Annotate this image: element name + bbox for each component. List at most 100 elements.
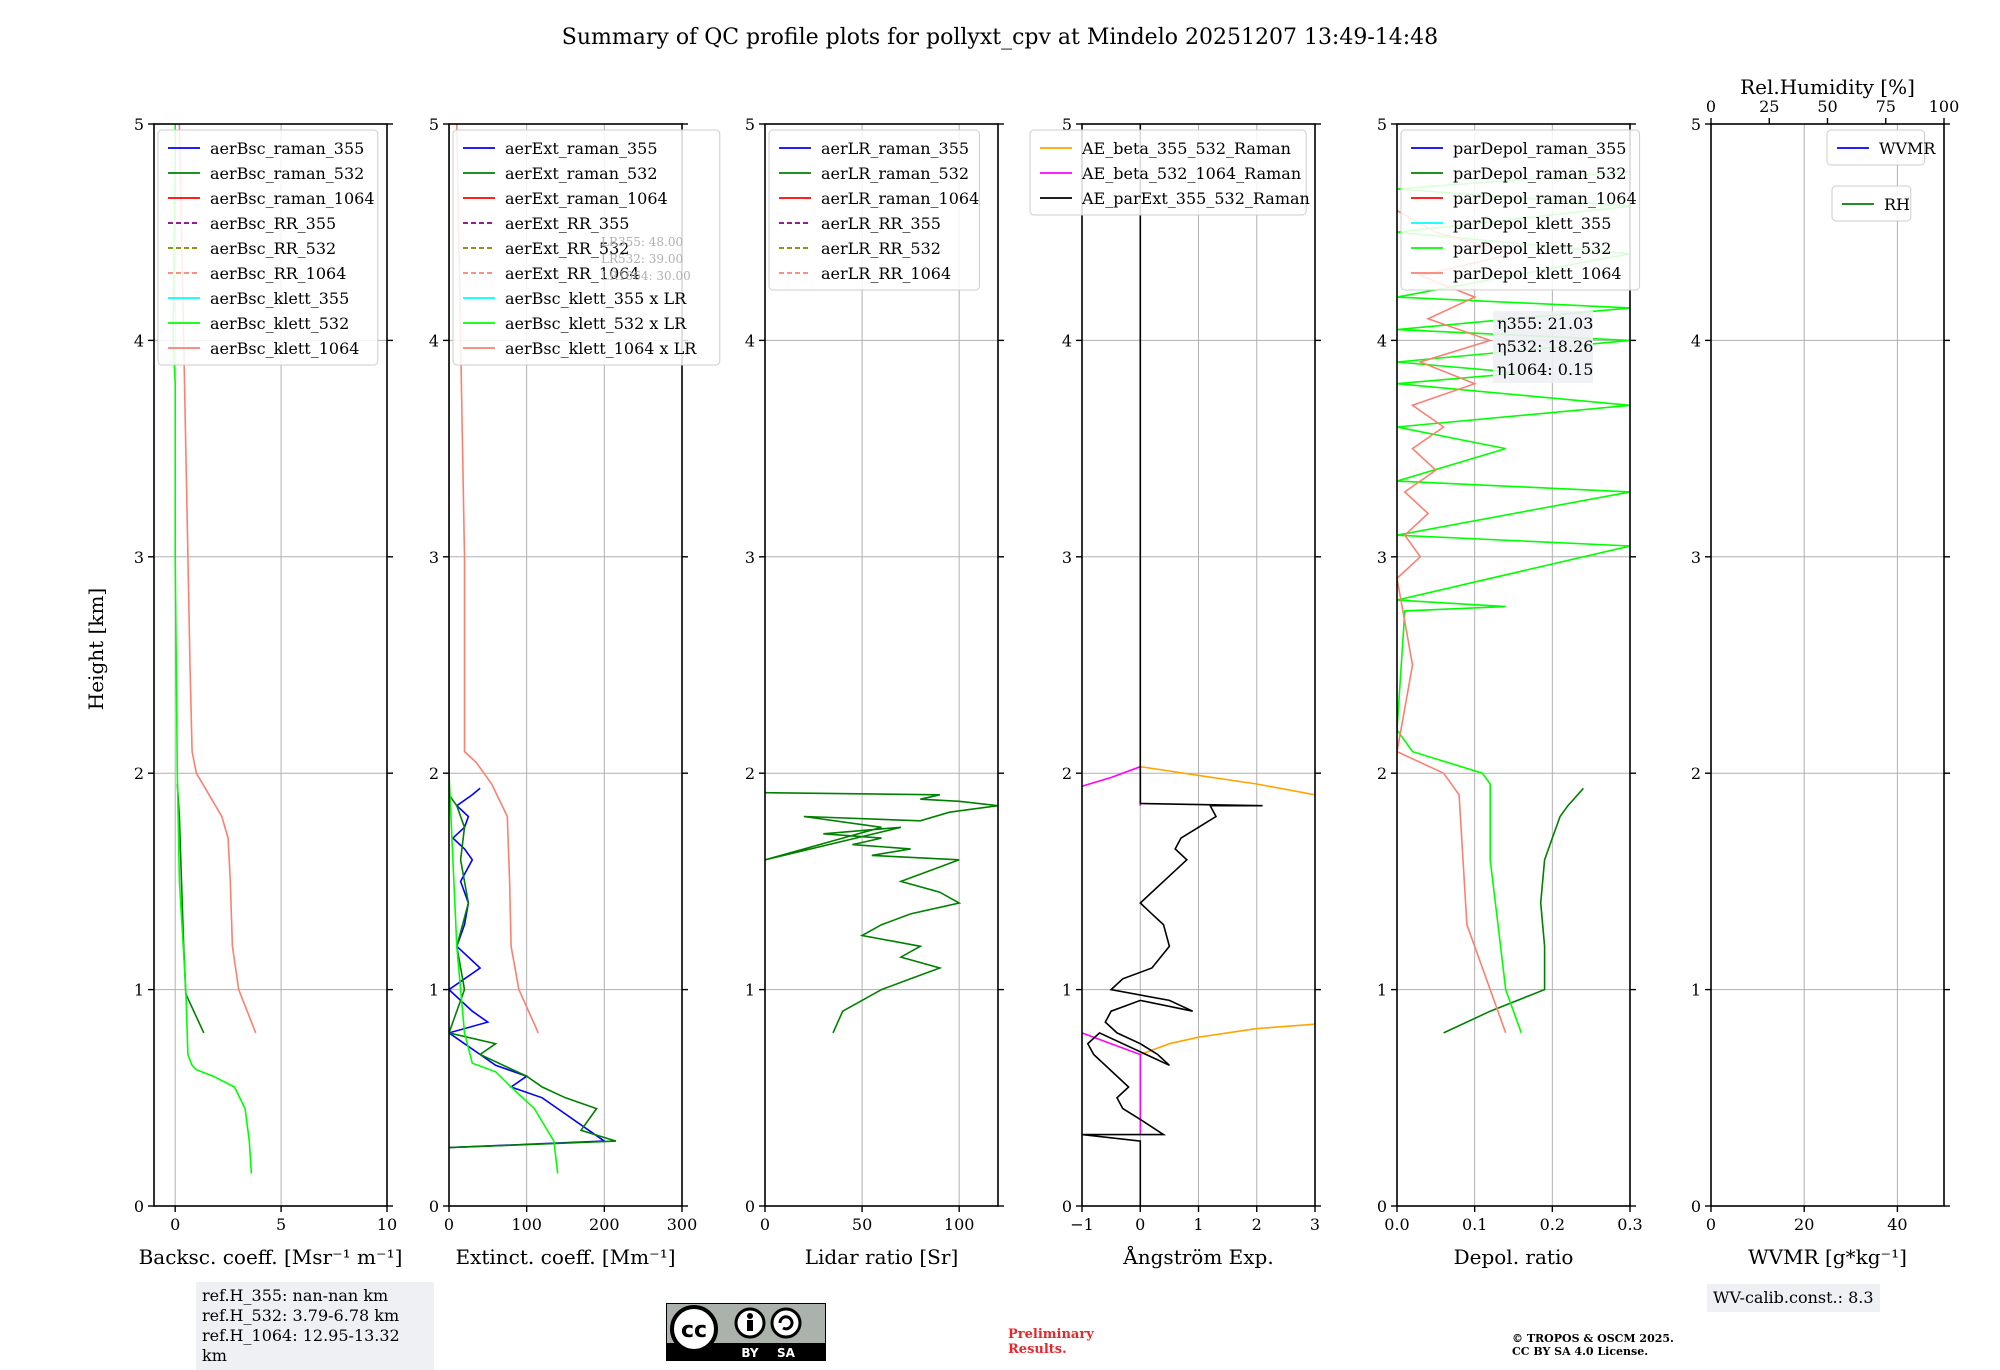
y-tick-label: 1 — [1062, 981, 1072, 1000]
legend: WVMR — [1826, 129, 1936, 166]
x-tick-label: 300 — [667, 1215, 698, 1234]
copyright-note: © TROPOS & OSCM 2025. CC BY SA 4.0 Licen… — [1512, 1332, 1674, 1358]
top-x-tick-label: 0 — [1706, 97, 1716, 116]
by-label: BY — [741, 1346, 758, 1360]
y-tick-label: 5 — [1377, 115, 1387, 134]
series-line-ae-beta-532-1064-raman — [1082, 765, 1142, 806]
x-tick-label: 40 — [1887, 1215, 1907, 1234]
y-tick-label: 3 — [429, 548, 439, 567]
legend-label: aerExt_RR_355 — [505, 214, 629, 233]
ref-height-1064: ref.H_1064: 12.95-13.32 km — [202, 1326, 400, 1365]
legend-label: aerBsc_raman_1064 — [210, 189, 375, 208]
y-tick-label: 3 — [1377, 548, 1387, 567]
legend-frame — [157, 129, 379, 366]
x-tick-label: 0.3 — [1617, 1215, 1642, 1234]
x-tick-label: 0.1 — [1462, 1215, 1487, 1234]
y-tick-label: 4 — [1691, 331, 1701, 350]
legend-label: aerLR_raman_532 — [821, 164, 969, 183]
series-line-aerbsc-raman-532 — [176, 783, 205, 1034]
y-tick-label: 1 — [1691, 981, 1701, 1000]
figure-title: Summary of QC profile plots for pollyxt_… — [562, 25, 1438, 50]
y-tick-label: 4 — [1062, 331, 1072, 350]
x-tick-label: 20 — [1794, 1215, 1814, 1234]
cc-label: cc — [681, 1318, 707, 1343]
preliminary-note: Preliminary Results. — [1008, 1327, 1094, 1357]
legend-label: aerLR_RR_532 — [821, 239, 941, 258]
legend: AE_beta_355_532_Raman AE_beta_532_1064_Ra… — [1029, 129, 1310, 216]
x-tick-label: 0 — [170, 1215, 180, 1234]
legend-label: aerExt_raman_532 — [505, 164, 658, 183]
legend-frame — [1400, 129, 1641, 291]
series-line-pardepol-klett-1064 — [1397, 209, 1514, 1034]
series-line-ae-beta-355-532-raman — [1140, 765, 1315, 796]
y-tick-label: 2 — [429, 764, 439, 783]
legend-label: aerExt_RR_1064 — [505, 264, 640, 283]
x-axis-label: WVMR [g*kg⁻¹] — [1748, 1245, 1907, 1269]
y-tick-label: 0 — [1691, 1197, 1701, 1216]
x-tick-label: −1 — [1070, 1215, 1094, 1234]
y-tick-label: 0 — [1062, 1197, 1072, 1216]
legend-label: aerLR_RR_355 — [821, 214, 941, 233]
y-tick-label: 0 — [429, 1197, 439, 1216]
legend: aerBsc_raman_355 aerBsc_raman_532 aerBsc_r… — [157, 129, 379, 366]
legend-label: aerBsc_klett_355 — [210, 289, 349, 308]
legend-label: aerBsc_klett_532 — [210, 314, 349, 333]
x-tick-label: 0 — [1706, 1215, 1716, 1234]
copyright-line-2: CC BY SA 4.0 License. — [1512, 1345, 1649, 1358]
legend-label: parDepol_klett_1064 — [1453, 264, 1622, 283]
legend-label: aerLR_RR_1064 — [821, 264, 951, 283]
x-tick-label: 5 — [276, 1215, 286, 1234]
panel-5: 0.0 0.1 0.2 0.3 0 1 2 3 4 5 Depol. ratio parDepol_r… — [1377, 115, 1643, 1269]
legend-label: parDepol_raman_1064 — [1453, 189, 1637, 208]
y-tick-label: 2 — [1691, 764, 1701, 783]
preliminary-line-2: Results. — [1008, 1342, 1067, 1357]
lr-note: LR532: 39.00 — [601, 252, 683, 266]
cc-by-sa-badge: cc BY SA — [666, 1303, 826, 1361]
legend-frame — [1826, 129, 1926, 166]
legend-frame — [452, 129, 721, 366]
legend-label: aerBsc_RR_532 — [210, 239, 336, 258]
legend-label: aerExt_raman_355 — [505, 139, 658, 158]
legend-label: aerBsc_klett_355 x LR — [505, 289, 687, 308]
preliminary-line-1: Preliminary — [1008, 1327, 1094, 1342]
eta-label: η1064: 0.15 — [1497, 360, 1593, 379]
series-line-pardepol-raman-532 — [1443, 787, 1584, 1034]
legend-label: aerBsc_RR_1064 — [210, 264, 346, 283]
legend: parDepol_raman_355 parDepol_raman_532 parD… — [1400, 129, 1641, 291]
y-tick-label: 3 — [745, 548, 755, 567]
top-x-axis-label: Rel.Humidity [%] — [1740, 75, 1915, 99]
x-tick-label: 0.0 — [1384, 1215, 1409, 1234]
lr-note: LR1064: 30.00 — [601, 269, 691, 283]
top-x-tick-label: 100 — [1929, 97, 1960, 116]
y-tick-label: 4 — [134, 331, 144, 350]
panel-6: 0 20 40 0 1 2 3 4 5 WVMR [g*kg⁻¹] 0 25 50 75 100 Rel.Hu… — [1691, 75, 1959, 1269]
legend-label: AE_beta_355_532_Raman — [1081, 139, 1291, 158]
sa-icon — [770, 1307, 802, 1339]
series-line-aerext-raman-355 — [449, 787, 607, 1149]
legend-frame — [768, 129, 980, 291]
wv-calibration-text: WV-calib.const.: 8.3 — [1713, 1288, 1874, 1307]
series-line-ae-beta-532-1064-raman-low- — [1082, 1032, 1142, 1135]
legend-label: AE_parExt_355_532_Raman — [1081, 189, 1310, 208]
legend: aerExt_raman_355 aerExt_raman_532 aerExt_r… — [452, 129, 721, 366]
legend-label: aerBsc_klett_1064 x LR — [505, 339, 697, 358]
y-tick-label: 1 — [134, 981, 144, 1000]
x-axis-label: Ångström Exp. — [1122, 1244, 1273, 1269]
copyright-line-1: © TROPOS & OSCM 2025. — [1512, 1332, 1674, 1345]
series-line-pardepol-klett-532 — [1397, 170, 1630, 1034]
y-tick-label: 4 — [1377, 331, 1387, 350]
eta-label: η532: 18.26 — [1497, 337, 1593, 356]
panel-1: 0 5 10 0 1 2 3 4 5 Backsc. coeff. [Msr⁻¹ m⁻¹] aerB… — [134, 115, 403, 1269]
lr-note: LR355: 48.00 — [601, 235, 683, 249]
legend-label: aerExt_RR_532 — [505, 239, 629, 258]
x-tick-label: 2 — [1252, 1215, 1262, 1234]
legend-label: AE_beta_532_1064_Raman — [1081, 164, 1301, 183]
wv-calibration-box: WV-calib.const.: 8.3 — [1707, 1284, 1880, 1312]
x-tick-label: 0 — [760, 1215, 770, 1234]
reference-height-box: ref.H_355: nan-nan km ref.H_532: 3.79-6.… — [196, 1282, 434, 1370]
x-tick-label: 1 — [1193, 1215, 1203, 1234]
legend-label: parDepol_klett_532 — [1453, 239, 1611, 258]
